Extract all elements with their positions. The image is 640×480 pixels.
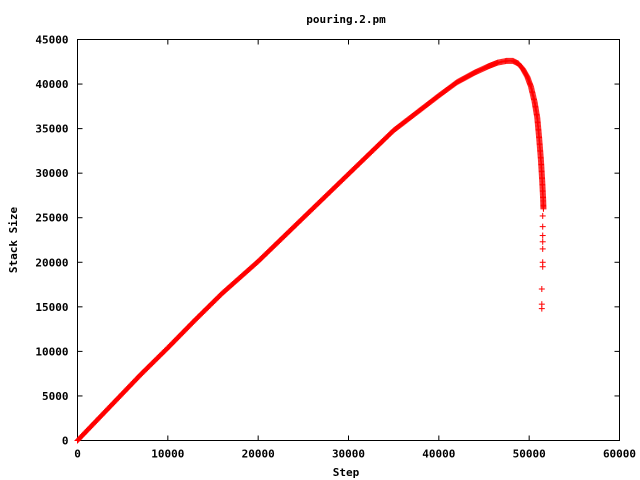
chart-title: pouring.2.pm — [306, 13, 386, 26]
x-axis-ticks: 0 10000 20000 30000 40000 50000 60000 — [74, 39, 636, 461]
x-axis-label: Step — [333, 466, 360, 479]
y-axis-ticks: 0 5000 10000 15000 20000 25000 30000 35000 40000… — [35, 34, 620, 448]
x-tick-label: 20000 — [242, 448, 275, 461]
y-tick-label: 5000 — [42, 390, 69, 403]
y-tick-label: 35000 — [35, 123, 68, 136]
data-point — [539, 223, 546, 230]
x-tick-label: 0 — [74, 448, 81, 461]
y-tick-label: 20000 — [35, 256, 68, 269]
x-tick-label: 60000 — [603, 448, 636, 461]
x-tick-label: 30000 — [332, 448, 365, 461]
plot-area — [77, 39, 620, 441]
data-point — [539, 232, 546, 239]
data-point — [539, 245, 546, 252]
x-tick-label: 40000 — [422, 448, 455, 461]
data-point — [538, 305, 545, 312]
y-tick-label: 30000 — [35, 167, 68, 180]
data-point — [539, 212, 546, 219]
data-point — [539, 238, 546, 245]
y-tick-label: 40000 — [35, 78, 68, 91]
y-axis-label: Stack Size — [7, 207, 20, 274]
y-tick-label: 45000 — [35, 34, 68, 47]
x-tick-label: 50000 — [513, 448, 546, 461]
y-tick-label: 15000 — [35, 301, 68, 314]
data-point — [540, 205, 547, 212]
y-tick-label: 25000 — [35, 212, 68, 225]
y-tick-label: 0 — [62, 435, 69, 448]
y-tick-label: 10000 — [35, 345, 68, 358]
data-point — [538, 286, 545, 293]
x-tick-label: 10000 — [151, 448, 184, 461]
data-point — [539, 263, 546, 270]
data-series — [74, 57, 547, 444]
